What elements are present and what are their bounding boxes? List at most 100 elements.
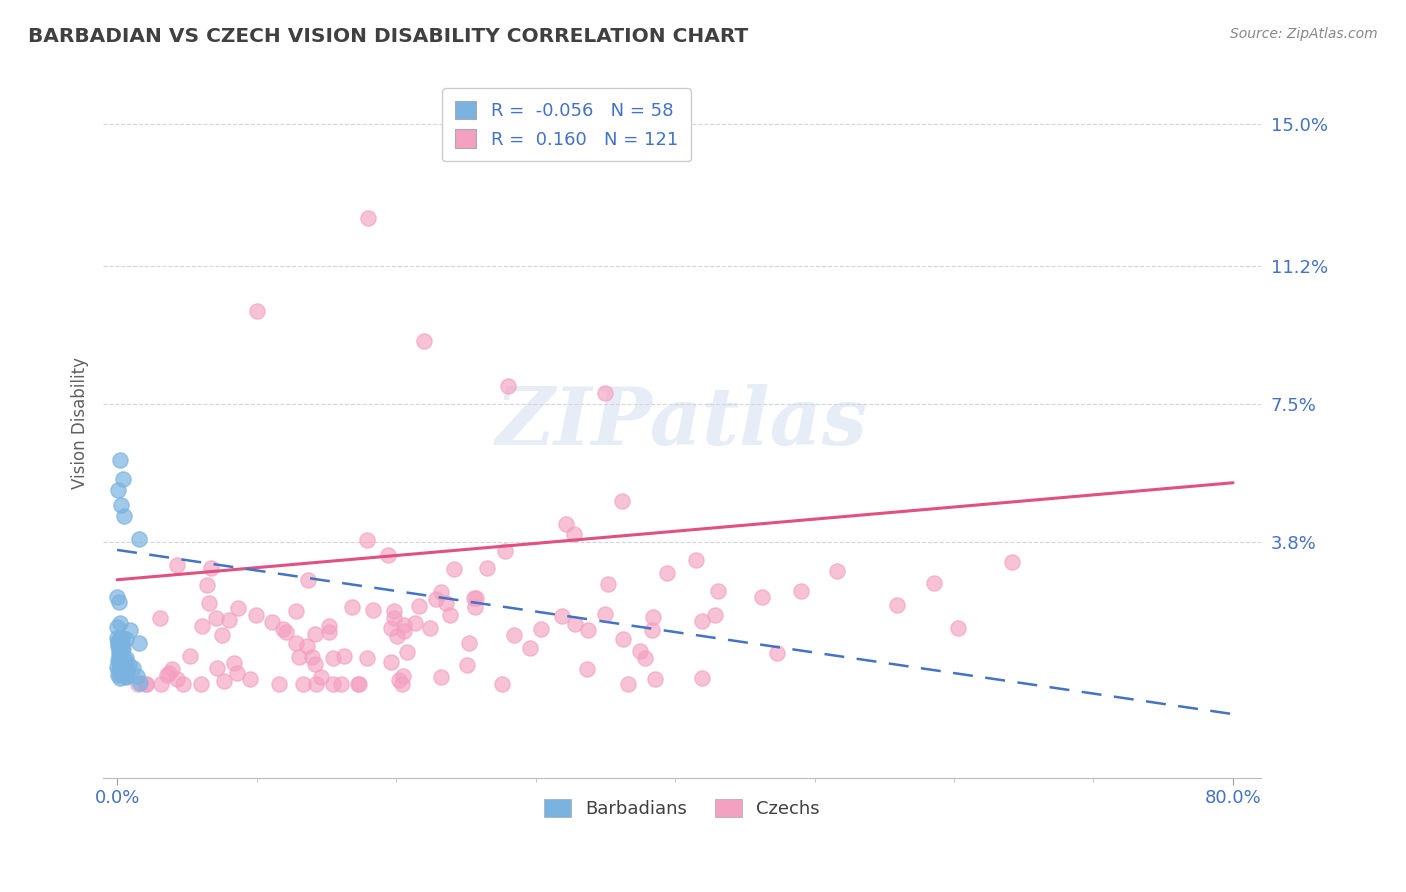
Point	[404, 616, 426, 631]
Point	[108, 662, 131, 676]
Point	[110, 656, 132, 670]
Point	[111, 642, 134, 657]
Point	[634, 651, 657, 665]
Point	[160, 662, 183, 676]
Point	[413, 334, 436, 348]
Point	[128, 636, 150, 650]
Point	[172, 677, 194, 691]
Point	[392, 669, 415, 683]
Point	[377, 549, 399, 563]
Point	[118, 658, 141, 673]
Point	[287, 649, 309, 664]
Point	[576, 623, 599, 637]
Point	[392, 618, 415, 632]
Point	[304, 657, 326, 671]
Point	[195, 578, 218, 592]
Point	[111, 641, 134, 656]
Point	[110, 498, 132, 512]
Point	[555, 516, 578, 531]
Point	[434, 596, 457, 610]
Point	[922, 576, 945, 591]
Point	[628, 643, 651, 657]
Point	[222, 657, 245, 671]
Point	[617, 677, 640, 691]
Point	[593, 607, 616, 621]
Point	[948, 621, 970, 635]
Point	[107, 483, 129, 498]
Point	[212, 673, 235, 688]
Point	[205, 661, 228, 675]
Point	[156, 668, 179, 682]
Point	[105, 660, 128, 674]
Point	[595, 386, 617, 401]
Point	[463, 591, 485, 605]
Point	[610, 494, 633, 508]
Point	[456, 657, 478, 672]
Point	[260, 615, 283, 629]
Point	[105, 620, 128, 634]
Point	[751, 591, 773, 605]
Point	[443, 562, 465, 576]
Point	[395, 645, 418, 659]
Point	[115, 658, 138, 673]
Point	[644, 672, 666, 686]
Point	[692, 614, 714, 628]
Point	[329, 677, 352, 691]
Point	[135, 677, 157, 691]
Point	[291, 677, 314, 691]
Point	[111, 631, 134, 645]
Point	[111, 660, 134, 674]
Point	[318, 618, 340, 632]
Point	[707, 583, 730, 598]
Point	[704, 607, 727, 622]
Point	[108, 671, 131, 685]
Point	[387, 630, 409, 644]
Point	[322, 677, 344, 691]
Point	[114, 632, 136, 646]
Point	[284, 604, 307, 618]
Point	[245, 304, 267, 318]
Point	[108, 665, 131, 680]
Point	[114, 658, 136, 673]
Point	[564, 617, 586, 632]
Point	[125, 669, 148, 683]
Point	[305, 677, 328, 691]
Point	[239, 672, 262, 686]
Point	[149, 611, 172, 625]
Text: BARBADIAN VS CZECH VISION DISABILITY CORRELATION CHART: BARBADIAN VS CZECH VISION DISABILITY COR…	[28, 27, 748, 45]
Point	[356, 651, 378, 665]
Point	[340, 599, 363, 614]
Point	[297, 573, 319, 587]
Point	[391, 677, 413, 691]
Point	[108, 453, 131, 467]
Point	[110, 636, 132, 650]
Point	[388, 673, 411, 688]
Point	[464, 599, 486, 614]
Legend: Barbadians, Czechs: Barbadians, Czechs	[537, 791, 827, 825]
Point	[550, 609, 572, 624]
Point	[105, 590, 128, 604]
Point	[655, 566, 678, 580]
Point	[425, 591, 447, 606]
Point	[301, 649, 323, 664]
Point	[503, 627, 526, 641]
Point	[166, 672, 188, 686]
Point	[382, 604, 405, 618]
Point	[108, 594, 131, 608]
Point	[322, 650, 344, 665]
Point	[347, 677, 370, 691]
Point	[107, 631, 129, 645]
Point	[115, 669, 138, 683]
Point	[179, 649, 201, 664]
Point	[612, 632, 634, 647]
Point	[121, 661, 143, 675]
Point	[269, 677, 291, 691]
Point	[519, 641, 541, 656]
Point	[127, 677, 149, 691]
Point	[118, 624, 141, 638]
Point	[475, 561, 498, 575]
Point	[430, 670, 453, 684]
Point	[274, 624, 297, 639]
Point	[108, 654, 131, 668]
Point	[107, 634, 129, 648]
